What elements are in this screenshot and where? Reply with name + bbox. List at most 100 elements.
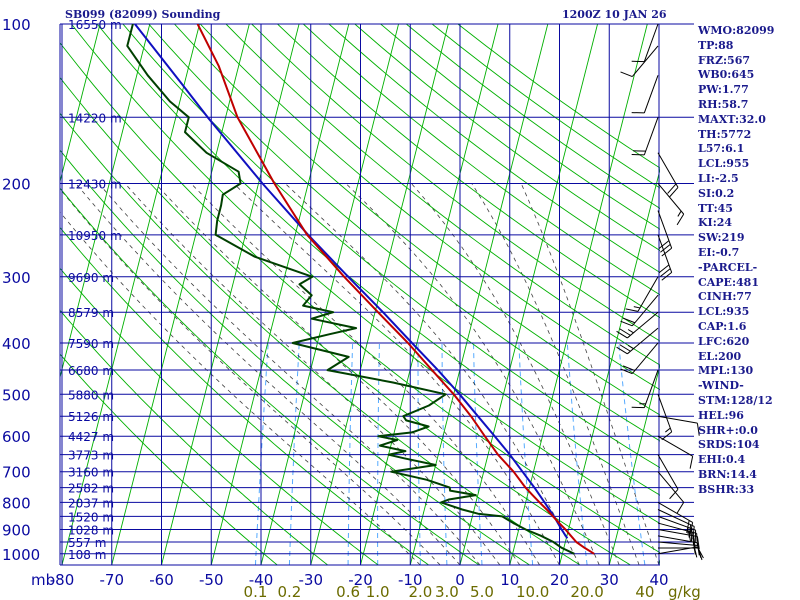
index-item: L57:6.1: [698, 142, 745, 156]
mixing-ratio-line: [377, 342, 380, 565]
temperature-tick-label: -50: [199, 571, 224, 589]
index-item: -WIND-: [698, 379, 744, 393]
index-item: TH:5772: [698, 127, 752, 141]
mixing-ratio-label: 2.0: [408, 583, 432, 600]
wind-barb-half-flag: [627, 329, 634, 334]
wind-barb-flag: [688, 524, 692, 538]
pressure-tick-label: 200: [2, 175, 31, 193]
height-label: 5126 m: [68, 410, 114, 424]
temperature-tick-label: -80: [50, 571, 75, 589]
parcel-trace: [134, 24, 569, 539]
moist-adiabat: [190, 183, 540, 565]
wind-barb-flag: [661, 247, 672, 257]
moist-adiabat: [285, 183, 580, 565]
sounding-time: 1200Z 10 JAN 26: [562, 8, 667, 21]
wind-barb-flag: [622, 365, 636, 371]
pressure-tick-label: 100: [2, 16, 31, 34]
wind-barb-flag: [689, 522, 694, 535]
height-label: 8579 m: [68, 306, 114, 320]
index-item: RH:58.7: [698, 97, 749, 111]
pressure-tick-label: 800: [2, 494, 31, 512]
wind-barb-staff: [631, 342, 659, 374]
index-item: PW:1.77: [698, 83, 749, 97]
isotherm: [409, 24, 549, 565]
wind-barb-staff: [657, 454, 679, 490]
dry-adiabat: [302, 24, 660, 296]
wind-barb-staff: [657, 435, 693, 457]
pressure-tick-label: 900: [2, 522, 31, 540]
wind-barb-half-flag: [677, 210, 682, 217]
moist-adiabat: [124, 183, 501, 565]
pressure-tick-label: 300: [2, 269, 31, 287]
wind-barb-staff: [657, 541, 698, 546]
height-label: 2037 m: [68, 496, 114, 510]
index-item: EL:200: [698, 349, 742, 363]
mixing-ratio-line: [473, 342, 483, 565]
dry-adiabat: [60, 309, 328, 565]
index-item: LCL:935: [698, 305, 750, 319]
wind-barb-staff: [657, 152, 679, 188]
mixing-ratio-unit: g/kg: [668, 583, 701, 600]
isotherm: [509, 24, 648, 565]
wind-barb-flag: [620, 71, 633, 78]
wind-barb-staff: [657, 515, 696, 531]
mixing-ratio-label: 0.6: [336, 583, 360, 600]
sounding-title: SB099 (82099) Sounding: [65, 8, 221, 21]
mixing-ratio-line: [347, 342, 354, 565]
temperature-tick-label: -30: [299, 571, 324, 589]
wind-barb-staff: [657, 502, 693, 523]
wind-barb-staff: [657, 183, 685, 215]
index-item: LCL:955: [698, 157, 750, 171]
index-item: CINH:77: [698, 290, 752, 304]
isotherm: [210, 24, 350, 565]
mixing-ratio-label: 20.0: [570, 583, 603, 600]
moist-adiabat: [520, 183, 660, 565]
isotherm: [608, 363, 660, 565]
temperature-tick-label: 40: [649, 571, 668, 589]
wind-barb-flag: [689, 456, 694, 469]
wind-barb: [657, 152, 679, 198]
height-label: 1520 m: [68, 510, 114, 524]
index-item: HEL:96: [698, 408, 744, 422]
wind-barb-flag: [676, 502, 685, 514]
temperature-tick-label: -60: [149, 571, 174, 589]
wind-barb-flag: [620, 320, 633, 327]
wind-barb-flag: [669, 187, 679, 198]
temperature-tick-label: 10: [500, 571, 519, 589]
wind-barb: [657, 210, 673, 257]
dry-adiabat: [225, 24, 660, 366]
wind-barb: [657, 394, 673, 441]
temperature-tick-label: 20: [550, 571, 569, 589]
wind-barb-staff: [643, 75, 659, 114]
isotherm: [0, 24, 50, 565]
wind-barb-staff: [657, 529, 698, 537]
isotherm: [260, 24, 399, 565]
index-item: SW:219: [698, 231, 745, 245]
mixing-ratio-label: 40: [635, 583, 654, 600]
isotherm: [111, 24, 250, 565]
mixing-ratio-label: 0.2: [277, 583, 301, 600]
isotherm: [161, 24, 300, 565]
dry-adiabat: [60, 353, 278, 565]
mixing-ratio-line: [417, 343, 421, 565]
sounding-traces: [126, 24, 595, 555]
wind-barb-staff: [657, 415, 698, 424]
index-item: EI:-0.7: [698, 245, 740, 259]
wind-barb-flag: [686, 520, 690, 533]
wind-barb-flag: [661, 272, 672, 281]
wind-barb-staff: [627, 327, 659, 355]
wind-barb-flag: [696, 423, 700, 436]
wind-barb-flag: [696, 536, 700, 550]
height-label: 5880 m: [68, 388, 114, 402]
wind-barb-flag: [620, 368, 633, 375]
index-item: SRDS:104: [698, 438, 760, 452]
moist-adiabat: [411, 183, 620, 565]
temperature-tick-label: 0: [455, 571, 465, 589]
dry-adiabat: [251, 24, 660, 342]
wind-barb: [657, 454, 679, 500]
wind-barb-flag: [616, 330, 628, 339]
isotherm: [310, 24, 449, 565]
stability-indices-panel: WMO:82099 TP:88 FRZ:567 WB0:645 PW:1.77 RH:58…: [698, 24, 774, 498]
mixing-ratio-line: [255, 342, 269, 565]
